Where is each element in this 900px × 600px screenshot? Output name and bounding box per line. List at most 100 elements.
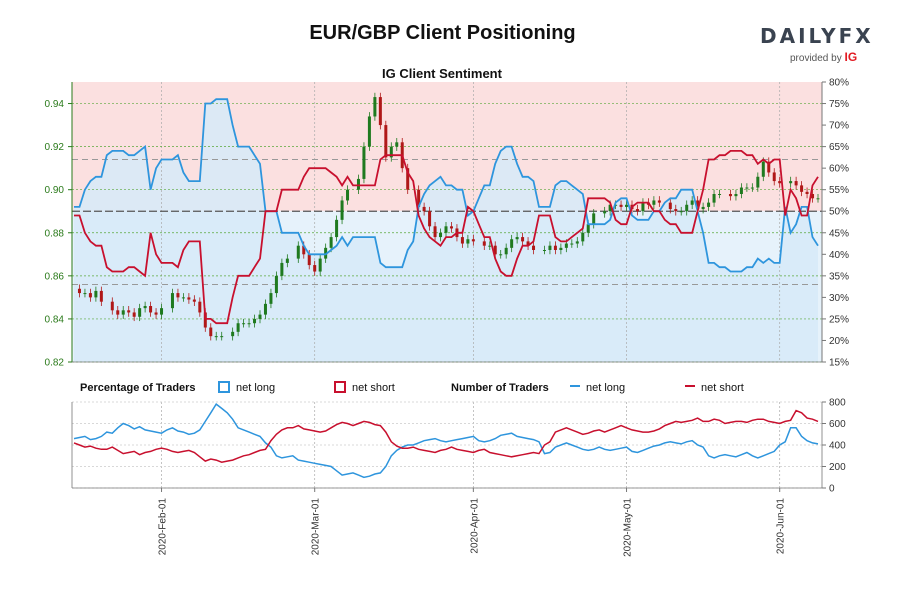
candle-body — [718, 194, 722, 195]
candle-body — [209, 327, 213, 337]
traders-long-line — [73, 402, 819, 479]
legend: Percentage of Traders net long net short… — [80, 381, 744, 394]
candle-body — [690, 200, 694, 205]
candle-body — [181, 297, 185, 299]
candle-body — [329, 237, 333, 248]
candle-body — [460, 237, 464, 244]
candle-body — [794, 181, 798, 186]
candle-body — [674, 209, 678, 212]
x-tick-label: 2020-Feb-01 — [158, 498, 169, 556]
candle-body — [214, 336, 218, 338]
candle-body — [176, 293, 180, 298]
ig-logo: IG — [844, 50, 858, 64]
candle-body — [143, 306, 147, 309]
candle-body — [417, 189, 421, 207]
candle-body — [586, 224, 590, 233]
candle-body — [510, 239, 514, 248]
candle-body — [88, 293, 92, 298]
candle-body — [707, 202, 711, 207]
sub-right-tick-label: 200 — [829, 462, 846, 473]
candle-body — [701, 206, 705, 210]
legend-num-short: net short — [701, 382, 744, 394]
candle-body — [373, 97, 377, 117]
candle-body — [110, 301, 114, 311]
candle-body — [493, 245, 497, 255]
legend-num-long: net long — [586, 382, 625, 394]
candle-body — [395, 142, 399, 147]
candle-body — [504, 247, 508, 255]
right-tick-label: 50% — [829, 207, 849, 218]
candle-body — [138, 308, 142, 317]
brand-subline: provided by IG — [760, 50, 870, 64]
net-long-line — [74, 98, 819, 273]
candle-body — [608, 204, 612, 212]
left-tick-label: 0.82 — [45, 358, 65, 369]
left-tick-label: 0.88 — [45, 228, 65, 239]
right-tick-label: 60% — [829, 164, 849, 175]
candle-body — [258, 314, 262, 319]
candle-body — [384, 125, 388, 158]
x-tick-label: 2020-May-01 — [623, 498, 634, 557]
candle-body — [685, 204, 689, 212]
dailyfx-logo: DAILYFX provided by IG — [760, 24, 874, 64]
candle-body — [641, 202, 645, 212]
candle-body — [203, 312, 207, 328]
legend-pct-short-swatch — [334, 381, 346, 393]
candle-body — [77, 288, 81, 294]
candle-body — [570, 243, 574, 245]
candle-body — [439, 232, 443, 238]
candle-body — [296, 245, 300, 259]
candle-body — [805, 191, 809, 194]
candle-body — [198, 301, 202, 313]
candle-body — [635, 209, 639, 212]
candle-body — [696, 200, 700, 210]
candle-body — [559, 247, 563, 250]
left-tick-label: 0.94 — [45, 99, 65, 110]
candle-body — [482, 241, 486, 246]
candle-body — [750, 187, 754, 189]
right-tick-label: 20% — [829, 336, 849, 347]
left-tick-label: 0.90 — [45, 185, 65, 196]
candle-body — [521, 237, 525, 242]
right-tick-label: 55% — [829, 185, 849, 196]
candle-body — [231, 331, 235, 337]
candle-body — [800, 185, 804, 192]
candle-body — [302, 245, 306, 255]
brand-name: DAILYFX — [760, 24, 874, 48]
candle-body — [192, 299, 196, 302]
candle-body — [406, 168, 410, 190]
candle-body — [94, 290, 98, 298]
candle-body — [603, 211, 607, 214]
right-tick-label: 65% — [829, 142, 849, 153]
sub-right-tick-label: 0 — [829, 484, 835, 495]
candle-body — [564, 243, 568, 248]
right-tick-label: 45% — [829, 228, 849, 239]
candle-body — [592, 213, 596, 225]
candle-body — [761, 161, 765, 177]
sub-right-tick-label: 600 — [829, 419, 846, 430]
candle-body — [247, 323, 251, 325]
right-tick-label: 70% — [829, 121, 849, 132]
candle-body — [728, 194, 732, 197]
candle-body — [526, 241, 530, 246]
right-tick-label: 80% — [829, 78, 849, 89]
candle-body — [307, 254, 311, 266]
candle-body — [581, 232, 585, 242]
left-tick-label: 0.84 — [45, 314, 65, 325]
candle-body — [127, 310, 131, 313]
candle-body — [170, 293, 174, 309]
legend-pct-long-swatch — [218, 381, 230, 393]
net-short-line — [74, 150, 819, 325]
candle-body — [285, 258, 289, 263]
candle-body — [154, 312, 158, 315]
candle-body — [99, 290, 103, 302]
candle-body — [444, 226, 448, 233]
right-tick-label: 30% — [829, 293, 849, 304]
candle-body — [499, 254, 503, 256]
candle-body — [625, 204, 629, 207]
candle-body — [236, 323, 240, 332]
candle-body — [553, 245, 557, 250]
candle-body — [121, 310, 125, 315]
candle-body — [652, 200, 656, 205]
right-tick-label: 15% — [829, 358, 849, 369]
